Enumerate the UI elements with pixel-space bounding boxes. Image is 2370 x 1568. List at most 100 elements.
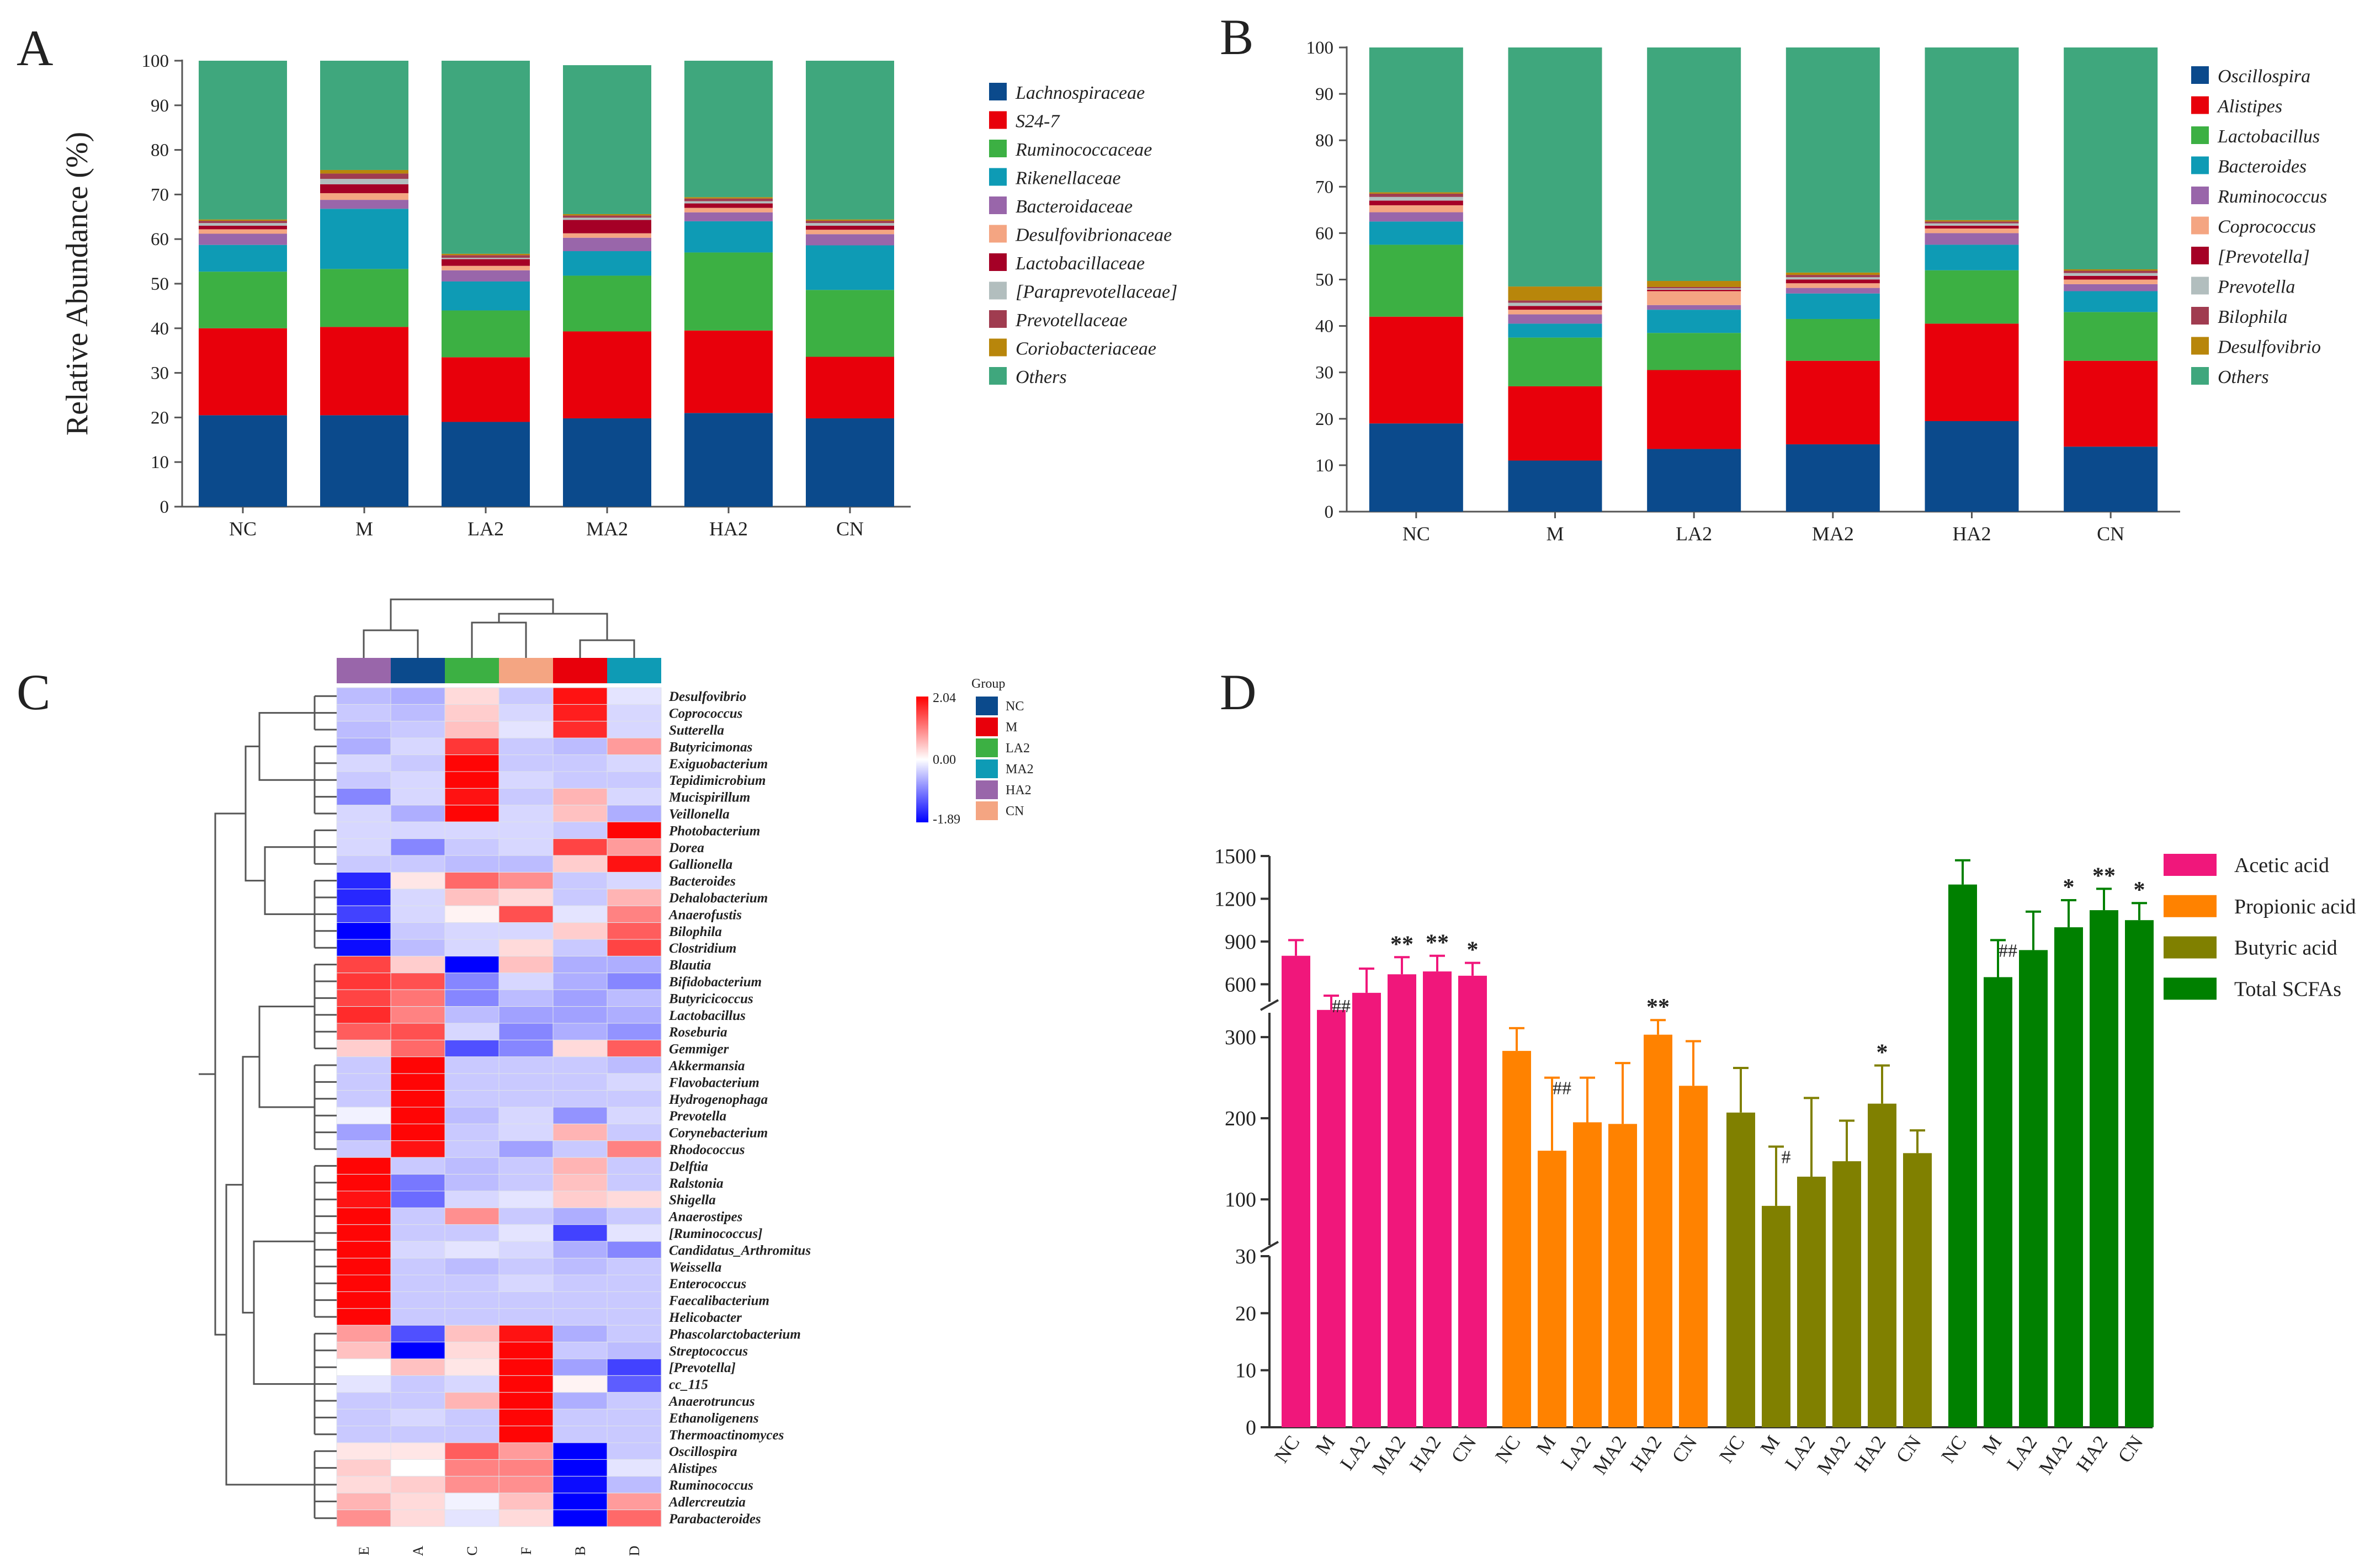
heatmap-cell bbox=[336, 1459, 391, 1477]
bar-segment bbox=[199, 223, 287, 226]
heatmap-cell bbox=[336, 1408, 391, 1427]
heatmap-cell bbox=[444, 955, 499, 974]
row-label: Akkermansia bbox=[668, 1059, 745, 1073]
heatmap-cell bbox=[336, 1291, 391, 1309]
row-label: Veillonella bbox=[669, 807, 730, 822]
heatmap-cell bbox=[498, 838, 554, 856]
group-strip-cell bbox=[445, 658, 499, 683]
bar-segment bbox=[1508, 286, 1602, 301]
legend-label: Coprococcus bbox=[2218, 217, 2316, 237]
row-label: Blautia bbox=[668, 958, 711, 973]
heatmap-cell bbox=[498, 1056, 554, 1074]
bar-segment bbox=[684, 252, 773, 331]
significance-mark: ** bbox=[1646, 995, 1670, 1020]
heatmap-cell bbox=[336, 1039, 391, 1057]
bar-segment bbox=[684, 203, 773, 208]
legend-label: Total SCFAs bbox=[2234, 977, 2341, 1001]
bar-lower bbox=[2090, 1256, 2118, 1427]
bar-segment bbox=[320, 327, 408, 416]
heatmap-cell bbox=[552, 1274, 608, 1292]
heatmap-cell bbox=[336, 821, 391, 839]
heatmap-cell bbox=[390, 922, 445, 940]
bar-segment bbox=[442, 265, 530, 270]
row-label: Bifidobacterium bbox=[668, 975, 762, 990]
bar-upper bbox=[2054, 927, 2083, 1013]
y-tick-label: 100 bbox=[1225, 1188, 1256, 1211]
group-legend-swatch bbox=[976, 717, 998, 736]
category-label: LA2 bbox=[2002, 1432, 2042, 1474]
panel-label-C: C bbox=[17, 664, 50, 720]
heatmap-cell bbox=[552, 1241, 608, 1259]
heatmap-cell bbox=[390, 1426, 445, 1443]
heatmap-cell bbox=[390, 1073, 445, 1091]
heatmap-cell bbox=[390, 889, 445, 906]
bar-lower bbox=[1762, 1256, 1790, 1427]
y-tick-label: 100 bbox=[142, 51, 169, 71]
heatmap-cell bbox=[444, 1375, 499, 1393]
heatmap-cell bbox=[498, 704, 554, 722]
bar-segment bbox=[684, 221, 773, 253]
heatmap-cell bbox=[336, 905, 391, 923]
bar-middle bbox=[1458, 1013, 1487, 1256]
heatmap-cell bbox=[607, 1274, 662, 1292]
significance-mark: # bbox=[1782, 1147, 1791, 1168]
row-dendrogram bbox=[258, 1006, 291, 1108]
row-label: Sutterella bbox=[669, 723, 724, 738]
legend-label: S24-7 bbox=[1016, 111, 1060, 132]
bar-segment bbox=[1925, 220, 2019, 222]
bar-middle bbox=[1868, 1103, 1896, 1256]
heatmap-cell bbox=[390, 1308, 445, 1326]
bar-segment bbox=[2064, 279, 2158, 284]
column-label: C bbox=[464, 1546, 480, 1555]
bar-segment bbox=[442, 357, 530, 422]
heatmap-cell bbox=[444, 805, 499, 822]
legend-swatch bbox=[989, 281, 1007, 300]
heatmap-cell bbox=[607, 889, 662, 906]
legend-swatch bbox=[2191, 307, 2209, 325]
bar-lower bbox=[1797, 1256, 1826, 1427]
bar-segment bbox=[806, 230, 894, 235]
heatmap-cell bbox=[390, 1342, 445, 1359]
bar-segment bbox=[684, 330, 773, 413]
heatmap-cell bbox=[607, 1224, 662, 1242]
bar-segment bbox=[563, 233, 651, 238]
bar-middle bbox=[1388, 1013, 1416, 1256]
heatmap-cell bbox=[498, 1392, 554, 1410]
bar-upper bbox=[2125, 920, 2154, 1013]
heatmap-cell bbox=[390, 1006, 445, 1024]
heatmap-cell bbox=[552, 737, 608, 756]
bar-segment bbox=[1786, 47, 1880, 273]
category-label: LA2 bbox=[1676, 523, 1712, 545]
category-label: HA2 bbox=[1850, 1432, 1890, 1476]
legend-swatch bbox=[2191, 156, 2209, 174]
heatmap-cell bbox=[390, 788, 445, 806]
heatmap-cell bbox=[498, 1073, 554, 1091]
bar-segment bbox=[442, 253, 530, 256]
heatmap-cell bbox=[607, 771, 662, 789]
column-dendrogram bbox=[579, 639, 635, 658]
heatmap-cell bbox=[390, 1291, 445, 1309]
heatmap-cell bbox=[552, 1426, 608, 1443]
group-strip-cell bbox=[607, 658, 661, 683]
bar-segment bbox=[1786, 293, 1880, 319]
heatmap-cell bbox=[552, 1375, 608, 1393]
bar-segment bbox=[320, 193, 408, 200]
row-label: Dorea bbox=[668, 841, 704, 855]
y-tick-label: 20 bbox=[1235, 1302, 1256, 1325]
y-tick-label: 0 bbox=[1325, 502, 1334, 522]
heatmap-cell bbox=[390, 1358, 445, 1376]
bar-segment bbox=[1925, 421, 2019, 512]
column-dendrogram bbox=[498, 613, 608, 640]
bar-segment bbox=[199, 415, 287, 507]
group-legend-swatch bbox=[976, 697, 998, 715]
heatmap-cell bbox=[552, 922, 608, 940]
heatmap-cell bbox=[498, 1509, 554, 1527]
heatmap-cell bbox=[498, 1325, 554, 1343]
bar-segment bbox=[1369, 196, 1463, 201]
heatmap-cell bbox=[607, 805, 662, 822]
bar-lower bbox=[2054, 1256, 2083, 1427]
bar-segment bbox=[1508, 460, 1602, 512]
y-tick-label: 90 bbox=[1315, 84, 1333, 104]
heatmap-cell bbox=[552, 1140, 608, 1158]
